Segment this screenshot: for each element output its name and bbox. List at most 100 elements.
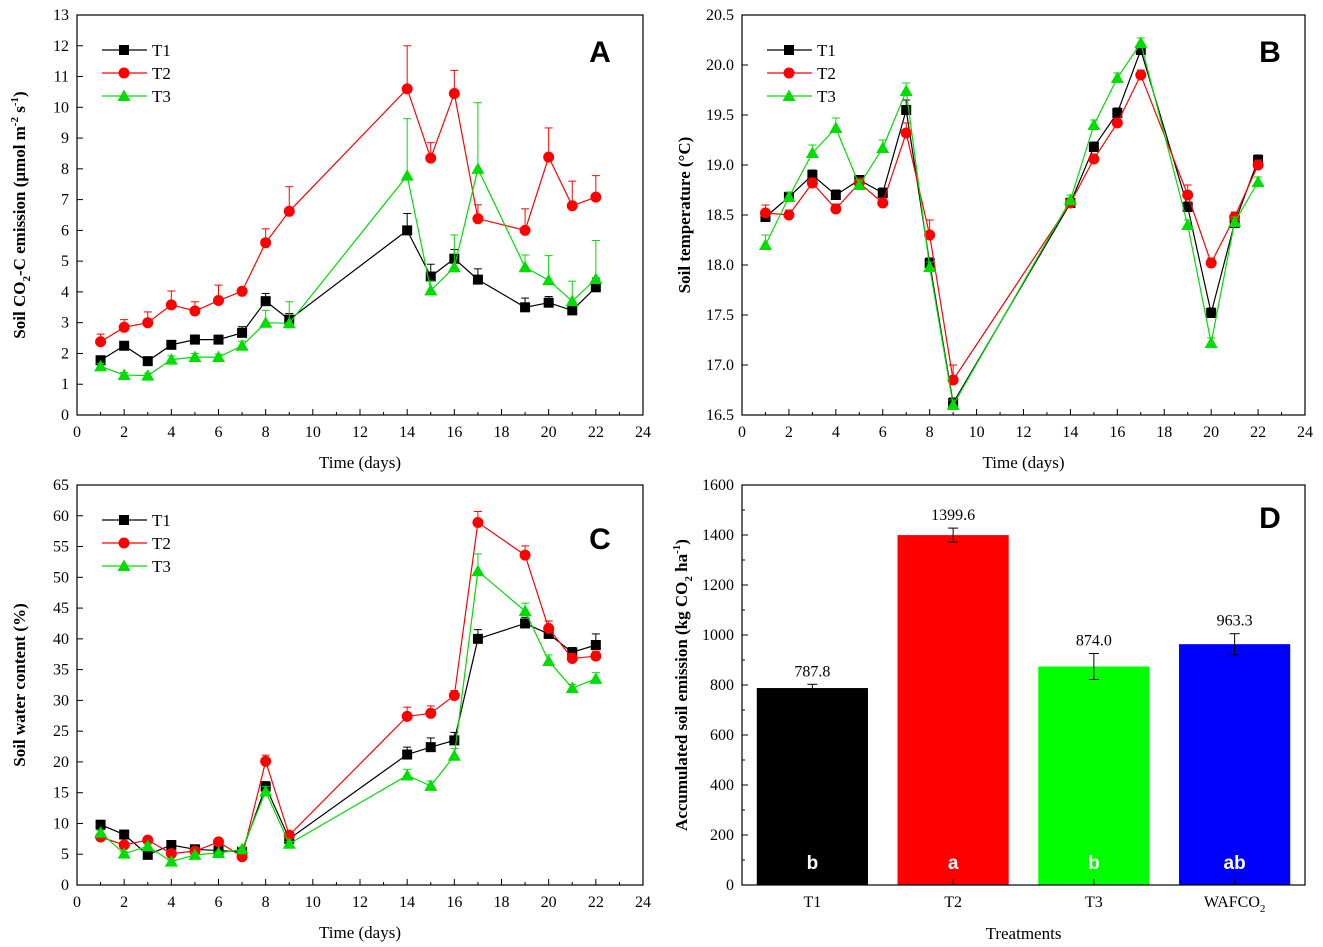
data-point: [758, 238, 772, 250]
legend-label: T1: [817, 41, 836, 60]
bar-group-1: 787.8 b T1: [756, 663, 868, 911]
x-tick-label: 24: [635, 894, 651, 911]
data-point: [946, 398, 960, 410]
data-point: [1063, 193, 1077, 205]
x-tick-label: 10: [305, 424, 321, 441]
bar-group-2: 1399.6 a T2: [897, 507, 1009, 911]
data-point: [472, 517, 484, 529]
data-point: [447, 260, 461, 273]
data-point: [400, 169, 414, 181]
y-tick-label: 10: [53, 99, 69, 116]
x-tick-label: 24: [635, 424, 651, 441]
panel-letter: B: [1259, 36, 1281, 69]
data-point: [923, 260, 937, 272]
series-t1: [95, 616, 601, 860]
data-point: [1206, 308, 1217, 318]
panel-letter: C: [589, 523, 611, 556]
legend-marker: [117, 559, 131, 571]
legend-marker: [782, 89, 796, 101]
data-point: [783, 209, 795, 221]
data-point: [119, 829, 130, 840]
y-tick-label: 18.0: [706, 257, 734, 274]
data-point: [235, 339, 249, 351]
y-tick-label: 50: [53, 569, 69, 586]
y-tick-label: 5: [61, 253, 69, 270]
data-point: [188, 350, 202, 363]
x-tick-label: 4: [167, 424, 175, 441]
series-t3: [94, 553, 603, 867]
data-point: [1228, 215, 1242, 227]
legend-marker: [119, 45, 129, 55]
x-tick-label: 16: [446, 894, 462, 911]
data-point: [807, 170, 818, 180]
x-tick-label: T3: [1085, 894, 1103, 911]
x-tick-label: 22: [588, 424, 604, 441]
data-point: [947, 374, 959, 386]
x-tick-label: 10: [305, 894, 321, 911]
data-point: [142, 849, 153, 860]
data-point: [400, 768, 414, 781]
data-point: [1088, 153, 1100, 165]
x-tick-label: 6: [879, 424, 887, 441]
x-tick-label: 20: [541, 894, 557, 911]
x-axis-label: Time (days): [319, 453, 401, 472]
y-tick-label: 7: [61, 192, 69, 209]
significance-letter: b: [1088, 853, 1100, 874]
data-point: [520, 618, 531, 629]
x-tick-label: T1: [803, 894, 821, 911]
data-point: [424, 283, 438, 296]
panel-b: 0 2 4 6 8 10 12 14 16 18 20 22 2416.517.017.518.018.…: [675, 7, 1313, 472]
data-point: [852, 178, 866, 190]
y-tick-label: 8: [61, 161, 69, 178]
data-point: [1087, 118, 1101, 130]
data-point: [142, 356, 153, 367]
data-point: [425, 271, 436, 282]
data-point: [543, 297, 554, 308]
data-point: [95, 336, 107, 348]
data-point: [213, 295, 224, 307]
data-point: [1112, 108, 1123, 118]
y-tick-label: 1400: [702, 527, 734, 544]
data-point: [542, 654, 556, 666]
data-point: [94, 359, 108, 372]
x-tick-label: 4: [167, 894, 175, 911]
data-point: [166, 840, 177, 850]
data-point: [1204, 336, 1218, 348]
data-point: [94, 826, 108, 838]
data-point: [542, 273, 556, 286]
data-point: [237, 327, 248, 338]
bar: [756, 688, 868, 885]
data-point: [425, 152, 437, 164]
data-point: [213, 836, 224, 848]
x-tick-label: 22: [1250, 424, 1266, 441]
x-tick-label: 14: [399, 894, 415, 911]
data-point: [471, 162, 485, 174]
legend-label: T2: [817, 64, 836, 83]
significance-letter: ab: [1224, 853, 1246, 874]
data-point: [1182, 189, 1194, 201]
x-tick-label: 2: [120, 424, 128, 441]
data-point: [830, 203, 842, 215]
x-tick-label: 10: [969, 424, 985, 441]
panel-a: 0 2 4 6 8 10 12 14 16 18 20 22 24012345678910111213T…: [9, 7, 651, 472]
legend-label: T3: [817, 87, 836, 106]
data-point: [282, 837, 296, 849]
legend-marker: [783, 67, 795, 79]
y-tick-label: 600: [710, 727, 734, 744]
data-point: [260, 755, 272, 767]
x-tick-label: 22: [588, 894, 604, 911]
data-point: [425, 742, 436, 753]
y-tick-label: 5: [61, 846, 69, 863]
y-tick-label: 13: [53, 7, 69, 24]
data-point: [236, 285, 248, 297]
series-t1: [95, 212, 601, 367]
y-tick-label: 35: [53, 662, 69, 679]
data-point: [589, 672, 603, 684]
data-point: [212, 846, 225, 858]
data-point: [829, 121, 843, 133]
y-tick-label: 25: [53, 723, 69, 740]
data-point: [567, 305, 578, 316]
x-tick-label: 4: [832, 424, 840, 441]
data-point: [806, 177, 818, 189]
